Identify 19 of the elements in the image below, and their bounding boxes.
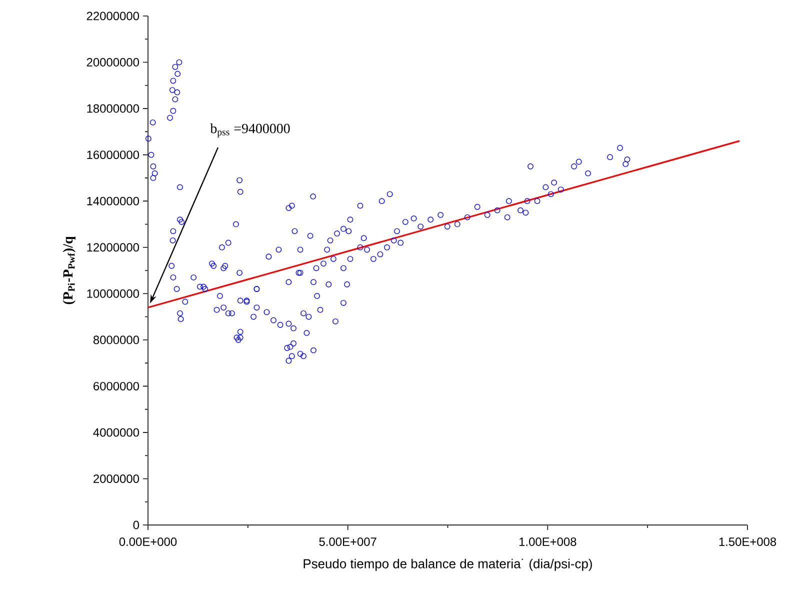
x-axis-title: Pseudo tiempo de balance de materia˙ (dia/psi-cp) (304, 558, 592, 571)
y-tick-label: 4000000 (93, 428, 140, 437)
y-tick-label: 22000000 (86, 12, 140, 20)
y-tick-label: 14000000 (87, 196, 140, 206)
y-tick-label: 20000000 (86, 58, 140, 66)
y-tick-label: 0 (133, 520, 140, 530)
y-tick-label: 6000000 (94, 382, 140, 390)
y-tick-label: 10000000 (87, 289, 140, 298)
y-tick-label: 18000000 (87, 104, 140, 113)
y-axis-title: (P$_{Pi}$-P$_{Pwf}$)/q (62, 236, 76, 304)
x-tick-label: 1.50E+008 (719, 538, 776, 546)
x-tick-label: 5.00E+007 (319, 538, 376, 546)
annotation: b$_{pss}$ =9400000 (210, 123, 290, 138)
y-tick-label: 8000000 (93, 336, 140, 344)
x-tick-label: 0.00E+000 (119, 538, 177, 546)
y-tick-label: 12000000 (87, 243, 140, 252)
y-tick-label: 2000000 (94, 474, 140, 483)
y-tick-label: 16000000 (87, 150, 140, 160)
x-tick-label: 1.00E+008 (519, 538, 576, 546)
